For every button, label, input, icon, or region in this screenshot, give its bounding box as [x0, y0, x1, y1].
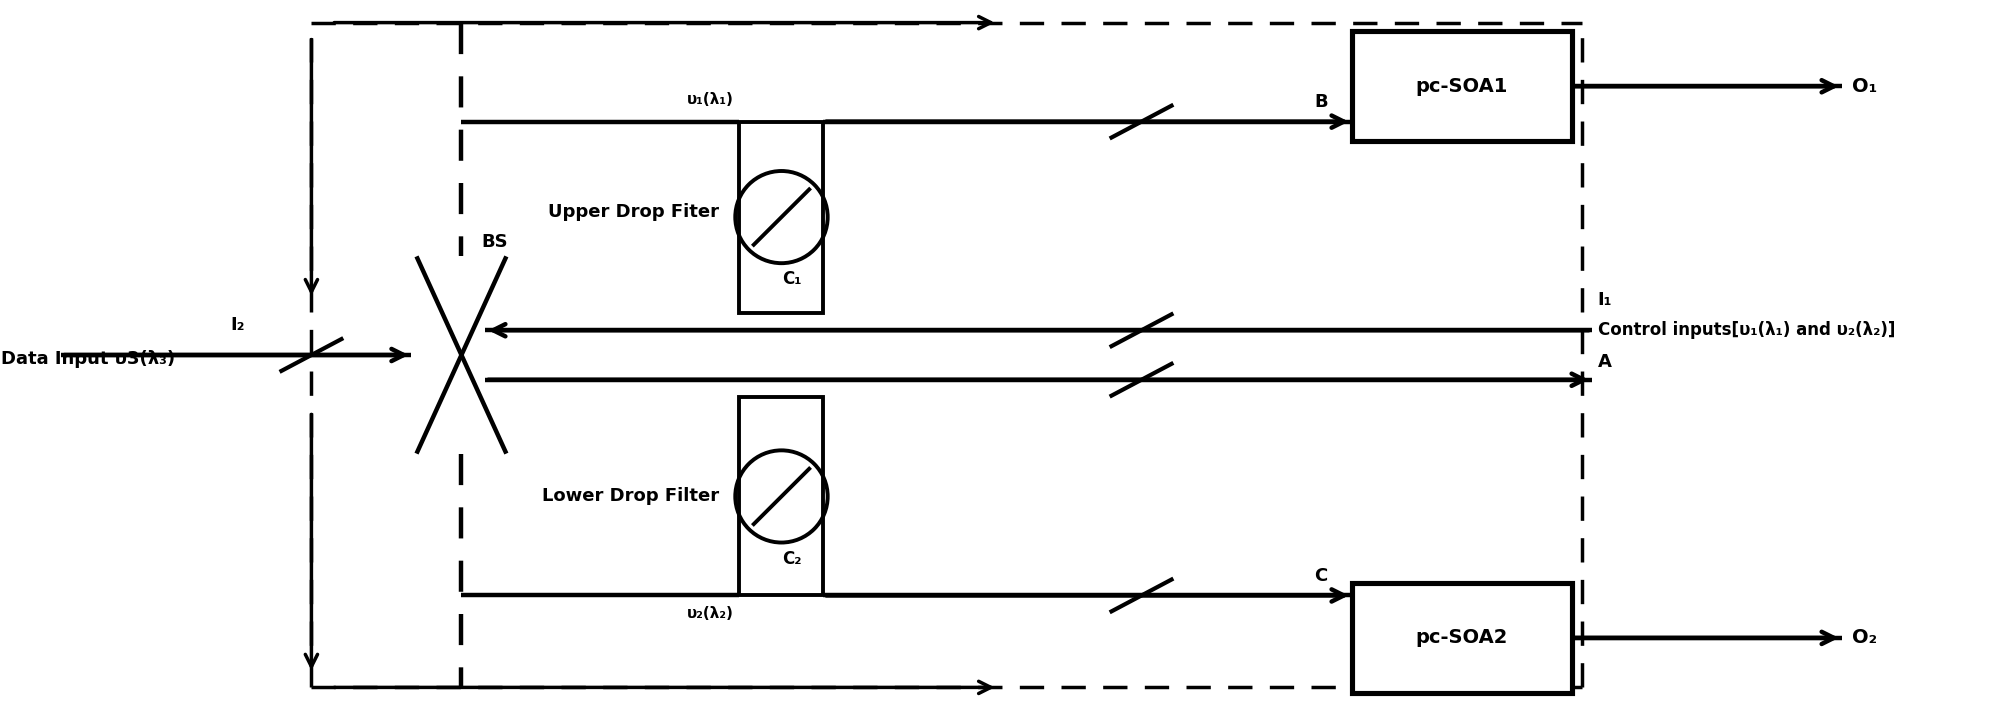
Text: C: C [1314, 567, 1328, 585]
Text: pc-SOA2: pc-SOA2 [1416, 628, 1508, 648]
Text: υ₁(λ₁): υ₁(λ₁) [687, 92, 733, 107]
Bar [1352, 583, 1572, 693]
Text: υ₂(λ₂): υ₂(λ₂) [687, 606, 733, 621]
Bar [739, 121, 823, 312]
Bar [1352, 31, 1572, 141]
Text: Control inputs[υ₁(λ₁) and υ₂(λ₂)]: Control inputs[υ₁(λ₁) and υ₂(λ₂)] [1598, 321, 1895, 339]
Text: Lower Drop Filter: Lower Drop Filter [543, 488, 719, 506]
Text: Upper Drop Fiter: Upper Drop Fiter [549, 203, 719, 221]
Text: pc-SOA1: pc-SOA1 [1416, 77, 1508, 96]
Text: BS: BS [481, 234, 509, 251]
Text: Data Input υ3(λ₃): Data Input υ3(λ₃) [2, 349, 176, 368]
Text: O₁: O₁ [1851, 77, 1877, 96]
Text: C₂: C₂ [781, 550, 801, 567]
Text: I₂: I₂ [230, 316, 244, 334]
Text: O₂: O₂ [1851, 628, 1877, 648]
Bar [739, 398, 823, 596]
Text: C₁: C₁ [781, 271, 801, 288]
Text: A: A [1598, 354, 1612, 371]
Text: I₁: I₁ [1598, 291, 1612, 309]
Text: B: B [1314, 93, 1328, 111]
